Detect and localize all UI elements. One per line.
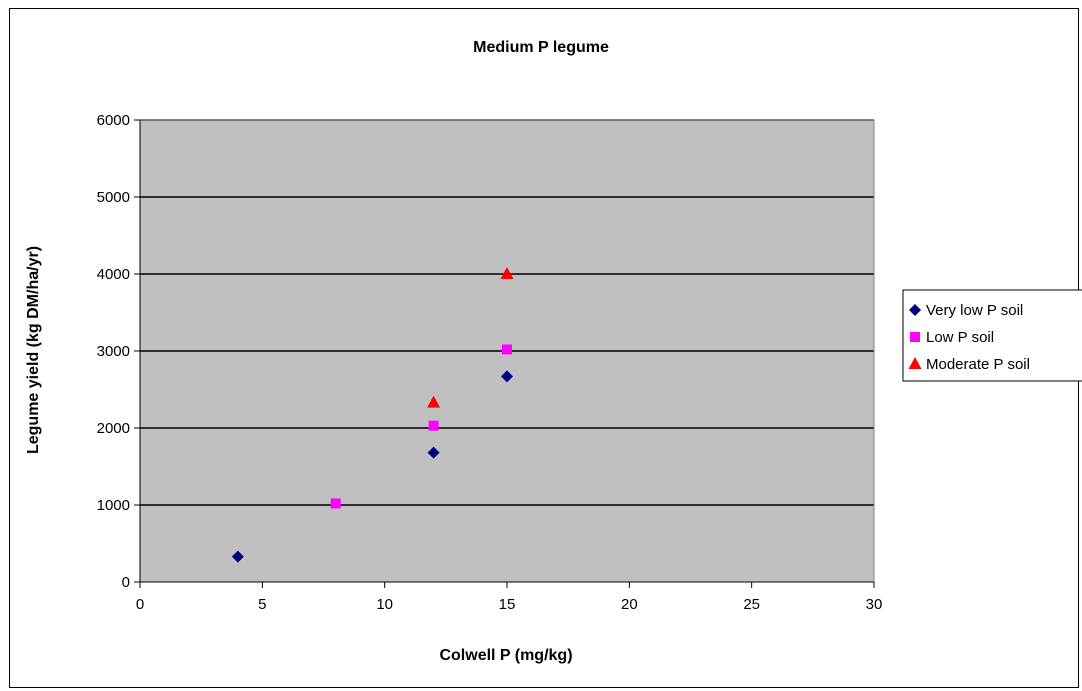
legend: Very low P soil Low P soil Moderate P soil xyxy=(902,289,1082,382)
y-tick-label: 1000 xyxy=(97,497,130,514)
legend-marker-diamond xyxy=(909,304,921,316)
x-tick-label: 30 xyxy=(866,596,883,613)
data-points xyxy=(231,267,514,563)
data-point-triangle xyxy=(427,395,441,408)
data-point-diamond xyxy=(427,446,440,459)
y-tick-label: 5000 xyxy=(97,189,130,206)
y-tick-label: 6000 xyxy=(97,112,130,129)
legend-entry-label: Very low P soil xyxy=(926,302,1023,319)
data-point-square xyxy=(428,420,439,431)
data-point-diamond xyxy=(501,370,513,383)
y-tick-label: 2000 xyxy=(97,420,130,437)
x-axis-label: Colwell P (mg/kg) xyxy=(439,647,572,664)
legend-marker-square xyxy=(910,332,920,342)
x-tick-label: 0 xyxy=(136,596,144,613)
data-point-square xyxy=(502,344,512,355)
tick-labels: 0 5 10 15 20 25 30 0 1000 2000 3000 4000 5000 6000 xyxy=(97,112,883,613)
y-tick-label: 4000 xyxy=(97,266,130,283)
data-point-diamond xyxy=(231,550,244,563)
data-point-triangle xyxy=(500,267,514,279)
x-tick-label: 10 xyxy=(376,596,393,613)
x-tick-label: 5 xyxy=(258,596,266,613)
legend-entry-label: Low P soil xyxy=(926,329,994,346)
y-axis-label: Legume yield (kg DM/ha/yr) xyxy=(25,246,42,454)
x-tick-label: 15 xyxy=(499,596,516,613)
y-tick-label: 3000 xyxy=(97,343,130,360)
data-point-square xyxy=(330,498,341,509)
x-tick-label: 20 xyxy=(621,596,638,613)
legend-marker-triangle xyxy=(908,357,922,369)
legend-box xyxy=(902,289,1082,382)
y-tick-label: 0 xyxy=(122,574,130,591)
chart-title: Medium P legume xyxy=(473,39,609,56)
axes xyxy=(134,119,875,588)
x-tick-label: 25 xyxy=(743,596,760,613)
legend-entry-label: Moderate P soil xyxy=(926,356,1030,373)
